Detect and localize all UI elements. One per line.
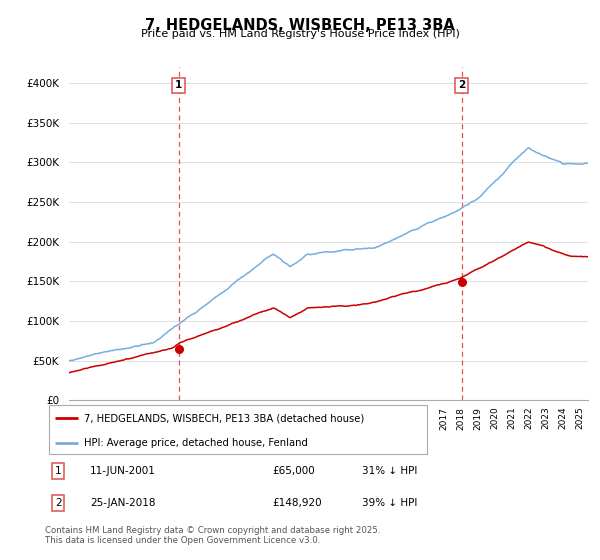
- Text: 2: 2: [55, 498, 62, 508]
- Text: 7, HEDGELANDS, WISBECH, PE13 3BA (detached house): 7, HEDGELANDS, WISBECH, PE13 3BA (detach…: [84, 413, 364, 423]
- Text: £148,920: £148,920: [272, 498, 322, 508]
- Text: £65,000: £65,000: [272, 466, 315, 476]
- Text: Price paid vs. HM Land Registry's House Price Index (HPI): Price paid vs. HM Land Registry's House …: [140, 29, 460, 39]
- Text: 39% ↓ HPI: 39% ↓ HPI: [362, 498, 417, 508]
- Text: Contains HM Land Registry data © Crown copyright and database right 2025.
This d: Contains HM Land Registry data © Crown c…: [45, 526, 380, 545]
- Text: 25-JAN-2018: 25-JAN-2018: [90, 498, 155, 508]
- Text: 2: 2: [458, 81, 465, 91]
- Text: 7, HEDGELANDS, WISBECH, PE13 3BA: 7, HEDGELANDS, WISBECH, PE13 3BA: [145, 18, 455, 33]
- Text: 31% ↓ HPI: 31% ↓ HPI: [362, 466, 417, 476]
- FancyBboxPatch shape: [49, 405, 427, 454]
- Text: 1: 1: [55, 466, 62, 476]
- Text: 11-JUN-2001: 11-JUN-2001: [90, 466, 156, 476]
- Text: 1: 1: [175, 81, 182, 91]
- Text: HPI: Average price, detached house, Fenland: HPI: Average price, detached house, Fenl…: [84, 438, 308, 448]
